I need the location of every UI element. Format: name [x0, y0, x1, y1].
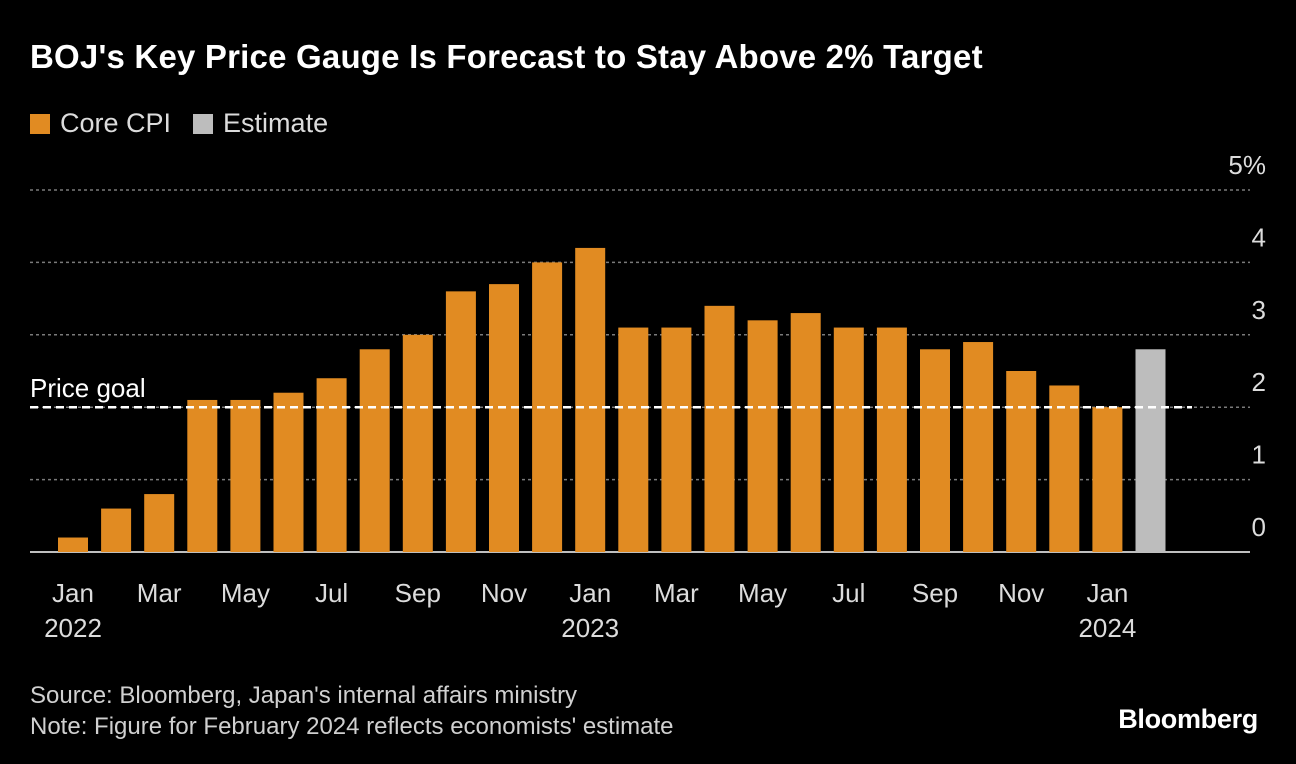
footer: Source: Bloomberg, Japan's internal affa… — [30, 680, 674, 742]
y-tick-label: 2 — [1252, 367, 1266, 397]
bar-core-cpi — [273, 392, 304, 552]
legend-item-core-cpi: Core CPI — [30, 108, 171, 139]
y-tick-label: 3 — [1252, 295, 1266, 325]
bar-core-cpi — [963, 342, 994, 552]
bar-core-cpi — [58, 537, 88, 552]
x-tick-month: Sep — [912, 578, 958, 608]
bar-estimate — [1135, 349, 1166, 552]
x-tick-month: Nov — [998, 578, 1044, 608]
legend: Core CPI Estimate — [30, 108, 350, 139]
bar-core-cpi — [661, 327, 692, 552]
x-tick-month: Sep — [395, 578, 441, 608]
bar-core-cpi — [230, 399, 261, 552]
bar-core-cpi — [101, 508, 132, 552]
y-tick-label: 5% — [1228, 150, 1266, 180]
legend-swatch-estimate — [193, 113, 214, 134]
x-tick-month: Nov — [481, 578, 527, 608]
x-tick-month: Jul — [832, 578, 865, 608]
bar-core-cpi — [876, 327, 907, 552]
x-tick-year: 2023 — [561, 613, 619, 643]
bar-core-cpi — [747, 320, 778, 552]
x-tick-month: Mar — [654, 578, 699, 608]
x-tick-month: Jan — [569, 578, 611, 608]
x-tick-month: Mar — [137, 578, 182, 608]
bar-core-cpi — [445, 291, 476, 552]
x-tick-year: 2022 — [44, 613, 102, 643]
bar-core-cpi — [1092, 407, 1123, 552]
chart-title: BOJ's Key Price Gauge Is Forecast to Sta… — [30, 38, 983, 75]
legend-label-estimate: Estimate — [223, 108, 329, 138]
legend-swatch-core-cpi — [30, 113, 50, 134]
x-axis-labels: Jan 2022 Mar May Jul Sep Nov Jan 2023 Mar May Jul Se… — [44, 578, 1136, 643]
bar-chart: Price goal 0 1 2 3 4 5% Jan 2022 Mar May Jul Sep No… — [30, 150, 1266, 643]
y-tick-label: 1 — [1252, 440, 1266, 470]
bar-core-cpi — [704, 305, 735, 552]
y-tick-label: 0 — [1252, 512, 1266, 542]
legend-label-core-cpi: Core CPI — [60, 108, 172, 138]
bars — [58, 247, 1166, 553]
x-tick-year: 2024 — [1078, 613, 1136, 643]
price-goal-label: Price goal — [30, 373, 146, 403]
bar-core-cpi — [790, 313, 821, 552]
bar-core-cpi — [618, 327, 649, 552]
x-tick-month: May — [221, 578, 270, 608]
y-tick-label: 4 — [1252, 222, 1266, 252]
x-tick-month: Jan — [52, 578, 94, 608]
bar-core-cpi — [920, 349, 950, 552]
legend-item-estimate: Estimate — [193, 108, 328, 139]
bar-core-cpi — [489, 284, 519, 552]
x-tick-month: Jul — [315, 578, 348, 608]
x-tick-month: May — [738, 578, 787, 608]
source-text: Source: Bloomberg, Japan's internal affa… — [30, 682, 578, 709]
note-text: Note: Figure for February 2024 reflects … — [30, 713, 674, 740]
bar-core-cpi — [1049, 385, 1080, 552]
x-tick-month: Jan — [1086, 578, 1128, 608]
bar-core-cpi — [1006, 371, 1037, 552]
bar-core-cpi — [575, 247, 606, 553]
bar-core-cpi — [359, 349, 390, 552]
bar-core-cpi — [402, 334, 433, 552]
bar-core-cpi — [316, 378, 347, 552]
price-goal-line: Price goal — [30, 373, 1192, 409]
y-axis-labels: 0 1 2 3 4 5% — [1228, 150, 1266, 542]
bar-core-cpi — [833, 327, 864, 552]
bar-core-cpi — [144, 494, 175, 552]
bar-core-cpi — [187, 399, 218, 552]
bloomberg-logo: Bloomberg — [1118, 704, 1258, 734]
